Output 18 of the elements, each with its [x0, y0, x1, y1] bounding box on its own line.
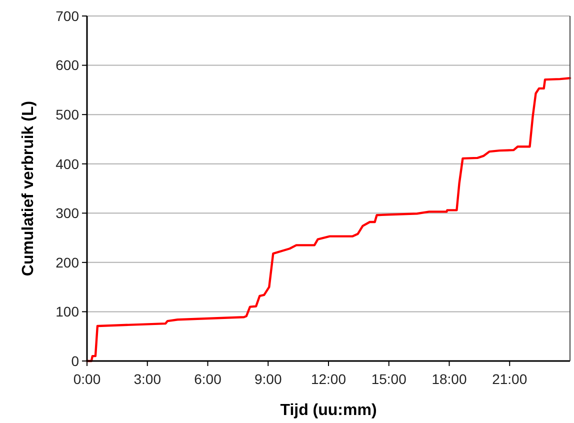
x-tick-label: 12:00 — [310, 371, 346, 387]
y-tick-label: 600 — [56, 57, 80, 74]
y-tick-label: 200 — [56, 254, 80, 270]
y-tick-label: 400 — [56, 156, 80, 172]
y-tick-label: 700 — [56, 8, 80, 24]
y-tick-label: 100 — [56, 304, 80, 320]
x-tick-label: 0:00 — [73, 371, 101, 387]
x-tick-label: 9:00 — [254, 371, 282, 387]
y-tick-label: 500 — [56, 106, 80, 122]
x-tick-label: 3:00 — [134, 371, 162, 387]
y-axis-title: Cumulatief verbruik (L) — [20, 100, 37, 276]
x-tick-label: 18:00 — [432, 371, 467, 387]
x-tick-label: 15:00 — [371, 371, 407, 387]
x-tick-label: 21:00 — [492, 371, 528, 387]
x-tick-label: 6:00 — [194, 371, 222, 387]
y-tick-label: 300 — [56, 205, 80, 222]
x-axis-title: Tijd (uu:mm) — [280, 402, 377, 419]
y-tick-label: 0 — [71, 352, 80, 369]
